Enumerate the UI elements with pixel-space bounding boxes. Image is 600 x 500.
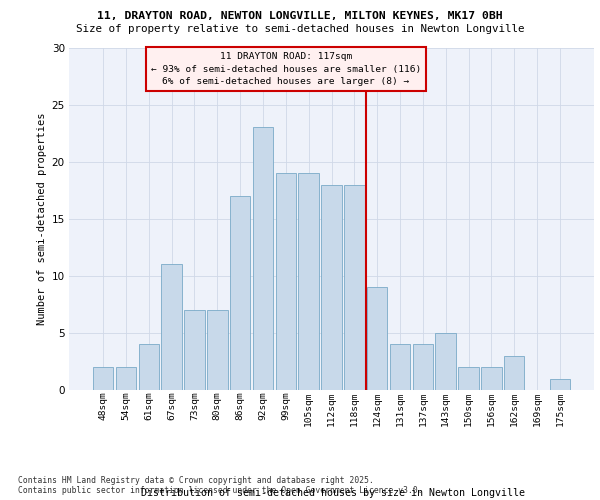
Bar	[344, 184, 365, 390]
Text: Contains HM Land Registry data © Crown copyright and database right 2025.
Contai: Contains HM Land Registry data © Crown c…	[18, 476, 422, 495]
Text: Distribution of semi-detached houses by size in Newton Longville: Distribution of semi-detached houses by …	[141, 488, 525, 498]
Bar	[93, 367, 113, 390]
Bar	[184, 310, 205, 390]
Y-axis label: Number of semi-detached properties: Number of semi-detached properties	[37, 112, 47, 325]
Text: Size of property relative to semi-detached houses in Newton Longville: Size of property relative to semi-detach…	[76, 24, 524, 34]
Bar	[116, 367, 136, 390]
Bar	[253, 128, 273, 390]
Bar	[390, 344, 410, 390]
Bar	[458, 367, 479, 390]
Bar	[230, 196, 250, 390]
Bar	[298, 173, 319, 390]
Bar	[367, 287, 388, 390]
Text: 11, DRAYTON ROAD, NEWTON LONGVILLE, MILTON KEYNES, MK17 0BH: 11, DRAYTON ROAD, NEWTON LONGVILLE, MILT…	[97, 11, 503, 21]
Bar	[436, 333, 456, 390]
Bar	[504, 356, 524, 390]
Bar	[161, 264, 182, 390]
Bar	[139, 344, 159, 390]
Bar	[321, 184, 342, 390]
Bar	[275, 173, 296, 390]
Bar	[413, 344, 433, 390]
Text: 11 DRAYTON ROAD: 117sqm
← 93% of semi-detached houses are smaller (116)
6% of se: 11 DRAYTON ROAD: 117sqm ← 93% of semi-de…	[151, 52, 421, 86]
Bar	[207, 310, 227, 390]
Bar	[481, 367, 502, 390]
Bar	[550, 378, 570, 390]
